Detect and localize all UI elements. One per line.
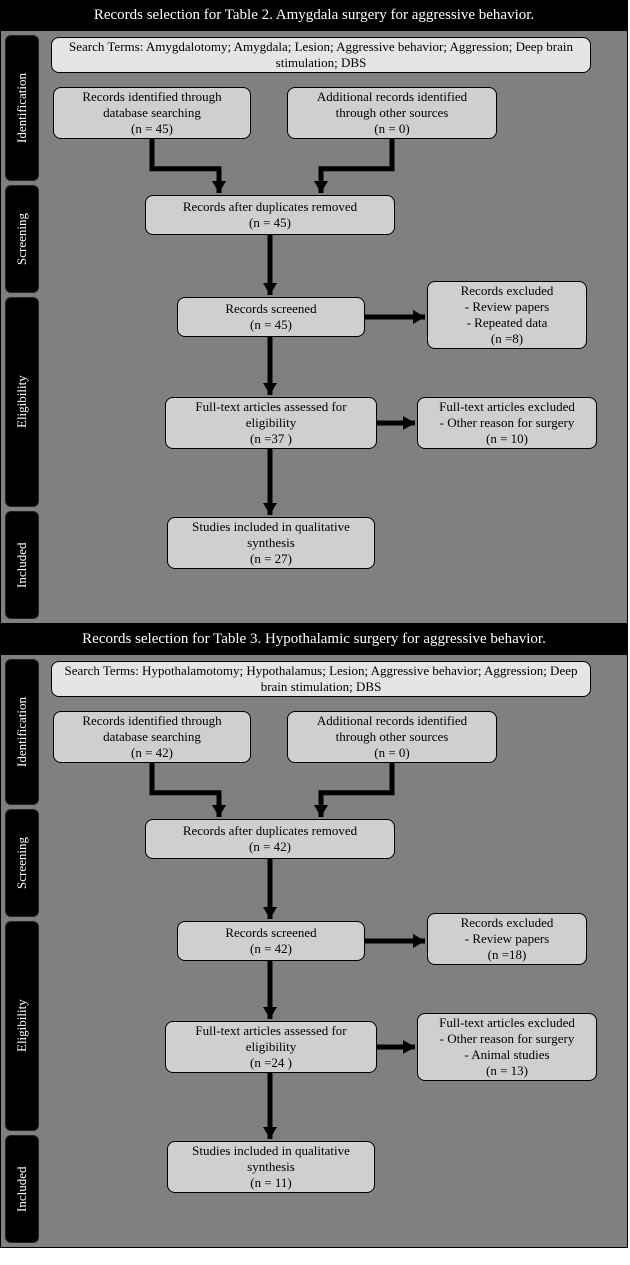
panel-title: Records selection for Table 3. Hypothala… [1,625,627,655]
panel-title: Records selection for Table 2. Amygdala … [1,1,627,31]
box-line: Records after duplicates removed [183,199,357,215]
flow-box-other: Additional records identifiedthrough oth… [287,711,497,763]
flow-box-db: Records identified throughdatabase searc… [53,711,251,763]
box-line: (n = 45) [249,215,291,231]
box-line: Search Terms: Amygdalotomy; Amygdala; Le… [58,39,584,72]
box-line: Additional records identified [317,713,467,729]
stage-column: Identification Screening Eligibility Includ… [1,31,39,623]
box-line: synthesis [247,535,295,551]
panel-body: Identification Screening Eligibility Includ… [1,655,627,1247]
stage-label: Identification [5,659,39,805]
box-line: (n = 42) [131,745,173,761]
box-line: Records screened [225,925,316,941]
flow-box-included: Studies included in qualitativesynthesis… [167,1141,375,1193]
stage-column: Identification Screening Eligibility Includ… [1,655,39,1247]
stage-label: Screening [5,185,39,293]
box-line: - Repeated data [467,315,548,331]
flow-box-fulltext: Full-text articles assessed foreligibili… [165,397,377,449]
box-line: Records excluded [461,915,554,931]
flow-box-dedup: Records after duplicates removed(n = 42) [145,819,395,859]
box-line: - Review papers [465,931,549,947]
flow-box-search: Search Terms: Amygdalotomy; Amygdala; Le… [51,37,591,73]
box-line: - Animal studies [464,1047,549,1063]
stage-label: Eligibility [5,297,39,507]
box-line: through other sources [336,105,449,121]
flow-column: Search Terms: Hypothalamotomy; Hypothala… [39,655,627,1239]
stage-label: Screening [5,809,39,917]
box-line: synthesis [247,1159,295,1175]
panel-body: Identification Screening Eligibility Includ… [1,31,627,623]
flow-box-fulltext: Full-text articles assessed foreligibili… [165,1021,377,1073]
stage-label: Included [5,1135,39,1243]
box-line: (n = 42) [249,839,291,855]
box-line: - Other reason for surgery [440,1031,575,1047]
box-line: Full-text articles assessed for [195,1023,346,1039]
box-line: database searching [103,105,201,121]
flow-box-screened: Records screened(n = 45) [177,297,365,337]
box-line: Additional records identified [317,89,467,105]
box-line: Studies included in qualitative [192,1143,350,1159]
stage-label: Identification [5,35,39,181]
box-line: (n = 0) [374,745,410,761]
box-line: Records identified through [82,89,221,105]
prisma-panel: Records selection for Table 2. Amygdala … [0,0,628,624]
box-line: (n = 42) [250,941,292,957]
flow-box-db: Records identified throughdatabase searc… [53,87,251,139]
prisma-panel: Records selection for Table 3. Hypothala… [0,624,628,1248]
box-line: (n = 27) [250,551,292,567]
flow-box-other: Additional records identifiedthrough oth… [287,87,497,139]
box-line: Records identified through [82,713,221,729]
box-line: Records excluded [461,283,554,299]
box-line: (n =37 ) [250,431,292,447]
flow-box-excl2: Full-text articles excluded- Other reaso… [417,1013,597,1081]
box-line: Full-text articles assessed for [195,399,346,415]
box-line: (n = 11) [250,1175,292,1191]
box-line: Records screened [225,301,316,317]
box-line: eligibility [246,1039,297,1055]
box-line: - Other reason for surgery [440,415,575,431]
box-line: (n =8) [491,331,523,347]
stage-label: Eligibility [5,921,39,1131]
flow-column: Search Terms: Amygdalotomy; Amygdala; Le… [39,31,627,615]
box-line: (n =18) [488,947,527,963]
box-line: eligibility [246,415,297,431]
box-line: - Review papers [465,299,549,315]
flow-box-excl1: Records excluded- Review papers- Repeate… [427,281,587,349]
flow-box-screened: Records screened(n = 42) [177,921,365,961]
box-line: (n = 13) [486,1063,528,1079]
box-line: (n =24 ) [250,1055,292,1071]
flow-box-excl1: Records excluded- Review papers(n =18) [427,913,587,965]
box-line: through other sources [336,729,449,745]
box-line: Full-text articles excluded [439,399,575,415]
flow-box-excl2: Full-text articles excluded- Other reaso… [417,397,597,449]
box-line: (n = 45) [250,317,292,333]
box-line: Studies included in qualitative [192,519,350,535]
stage-label: Included [5,511,39,619]
box-line: (n = 0) [374,121,410,137]
flow-box-dedup: Records after duplicates removed(n = 45) [145,195,395,235]
box-line: database searching [103,729,201,745]
box-line: Records after duplicates removed [183,823,357,839]
box-line: (n = 10) [486,431,528,447]
flow-box-search: Search Terms: Hypothalamotomy; Hypothala… [51,661,591,697]
box-line: Search Terms: Hypothalamotomy; Hypothala… [58,663,584,696]
box-line: Full-text articles excluded [439,1015,575,1031]
flow-box-included: Studies included in qualitativesynthesis… [167,517,375,569]
box-line: (n = 45) [131,121,173,137]
